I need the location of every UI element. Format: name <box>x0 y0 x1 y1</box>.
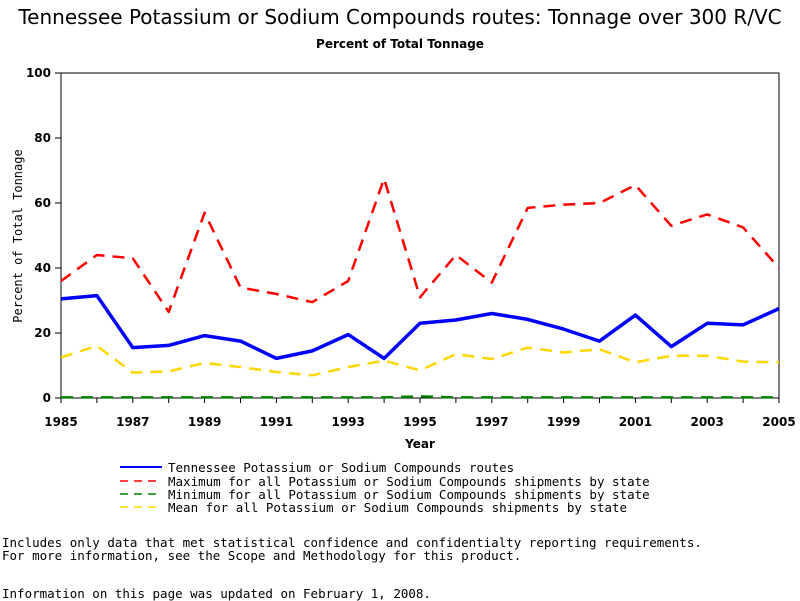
chart-title: Tennessee Potassium or Sodium Compounds … <box>17 5 781 29</box>
legend-label-minimum: Minimum for all Potassium or Sodium Comp… <box>168 487 650 502</box>
y-tick-label: 20 <box>34 326 51 340</box>
x-tick-label: 2003 <box>690 415 723 429</box>
series-line-2 <box>61 395 779 399</box>
legend: Tennessee Potassium or Sodium Compounds … <box>120 460 650 515</box>
note-confidence: Includes only data that met statistical … <box>2 535 702 550</box>
chart-subtitle: Percent of Total Tonnage <box>316 37 484 51</box>
note-updated: Information on this page was updated on … <box>2 586 431 601</box>
y-axis-label: Percent of Total Tonnage <box>11 149 25 322</box>
x-tick-label: 1985 <box>44 415 77 429</box>
y-axis: 0 20 40 60 80 100 <box>26 66 61 405</box>
x-tick-label: 2001 <box>619 415 652 429</box>
plot-area <box>60 72 780 399</box>
series-line-0 <box>60 293 780 361</box>
x-axis-label: Year <box>404 437 435 451</box>
x-tick-label: 1999 <box>547 415 580 429</box>
y-tick-label: 60 <box>34 196 51 210</box>
x-tick-label: 1989 <box>188 415 221 429</box>
x-tick-label: 1987 <box>116 415 149 429</box>
y-tick-label: 80 <box>34 131 51 145</box>
x-tick-label: 2005 <box>762 415 795 429</box>
legend-label-mean: Mean for all Potassium or Sodium Compoun… <box>168 500 627 515</box>
x-tick-label: 1995 <box>403 415 436 429</box>
y-tick-label: 0 <box>43 391 51 405</box>
y-tick-label: 40 <box>34 261 51 275</box>
series-layer <box>60 177 780 399</box>
x-tick-label: 1997 <box>475 415 508 429</box>
note-methodology: For more information, see the Scope and … <box>2 548 522 563</box>
legend-label-tennessee: Tennessee Potassium or Sodium Compounds … <box>168 460 514 475</box>
legend-label-maximum: Maximum for all Potassium or Sodium Comp… <box>168 474 650 489</box>
series-line-3 <box>60 344 780 377</box>
y-tick-label: 100 <box>26 66 51 80</box>
x-tick-label: 1991 <box>260 415 293 429</box>
x-tick-label: 1993 <box>331 415 364 429</box>
x-axis: 1985 1987 1989 1991 1993 1995 1997 1999 2001 2003… <box>44 398 796 429</box>
series-line-1 <box>60 177 780 314</box>
